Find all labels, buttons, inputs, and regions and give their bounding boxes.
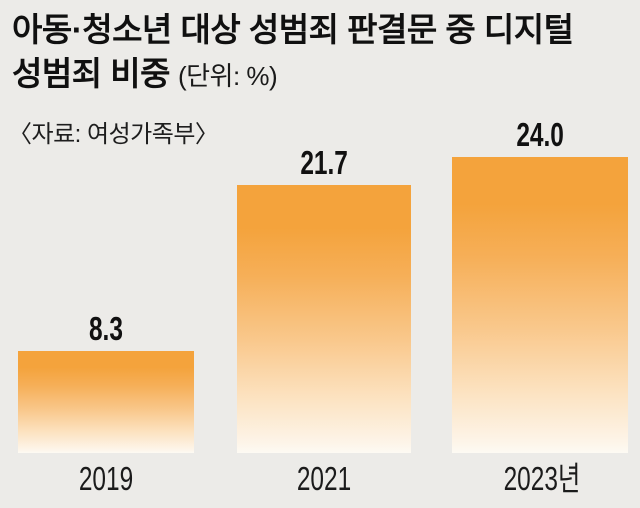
x-axis-label-2021: 2021: [296, 460, 352, 497]
bar-value-label-2019: 8.3: [89, 310, 123, 347]
bar-group-2021: 21.7: [237, 146, 411, 453]
unit-note: (단위: %): [177, 61, 278, 91]
bar-value-label-2023: 24.0: [516, 116, 564, 153]
x-axis-label-2019: 2019: [78, 460, 134, 497]
bar-2019: [18, 351, 194, 453]
chart-header: 아동·청소년 대상 성범죄 판결문 중 디지털 성범죄 비중 (단위: %): [12, 8, 628, 98]
x-axis-label-2023: 2023년: [503, 460, 581, 497]
bar-value-label-2021: 21.7: [300, 144, 348, 181]
chart-title-line-1: 아동·청소년 대상 성범죄 판결문 중 디지털: [12, 11, 574, 48]
bar-group-2023: 24.0: [452, 118, 628, 453]
chart-title-line-2: 성범죄 비중 (단위: %): [12, 52, 628, 98]
bar-group-2019: 8.3: [18, 312, 194, 453]
chart-title-line-2-text: 성범죄 비중: [12, 55, 170, 92]
source-credit: 〈자료: 여성가족부〉: [8, 121, 219, 148]
bar-2023: [452, 157, 628, 453]
bar-2021: [237, 185, 411, 453]
